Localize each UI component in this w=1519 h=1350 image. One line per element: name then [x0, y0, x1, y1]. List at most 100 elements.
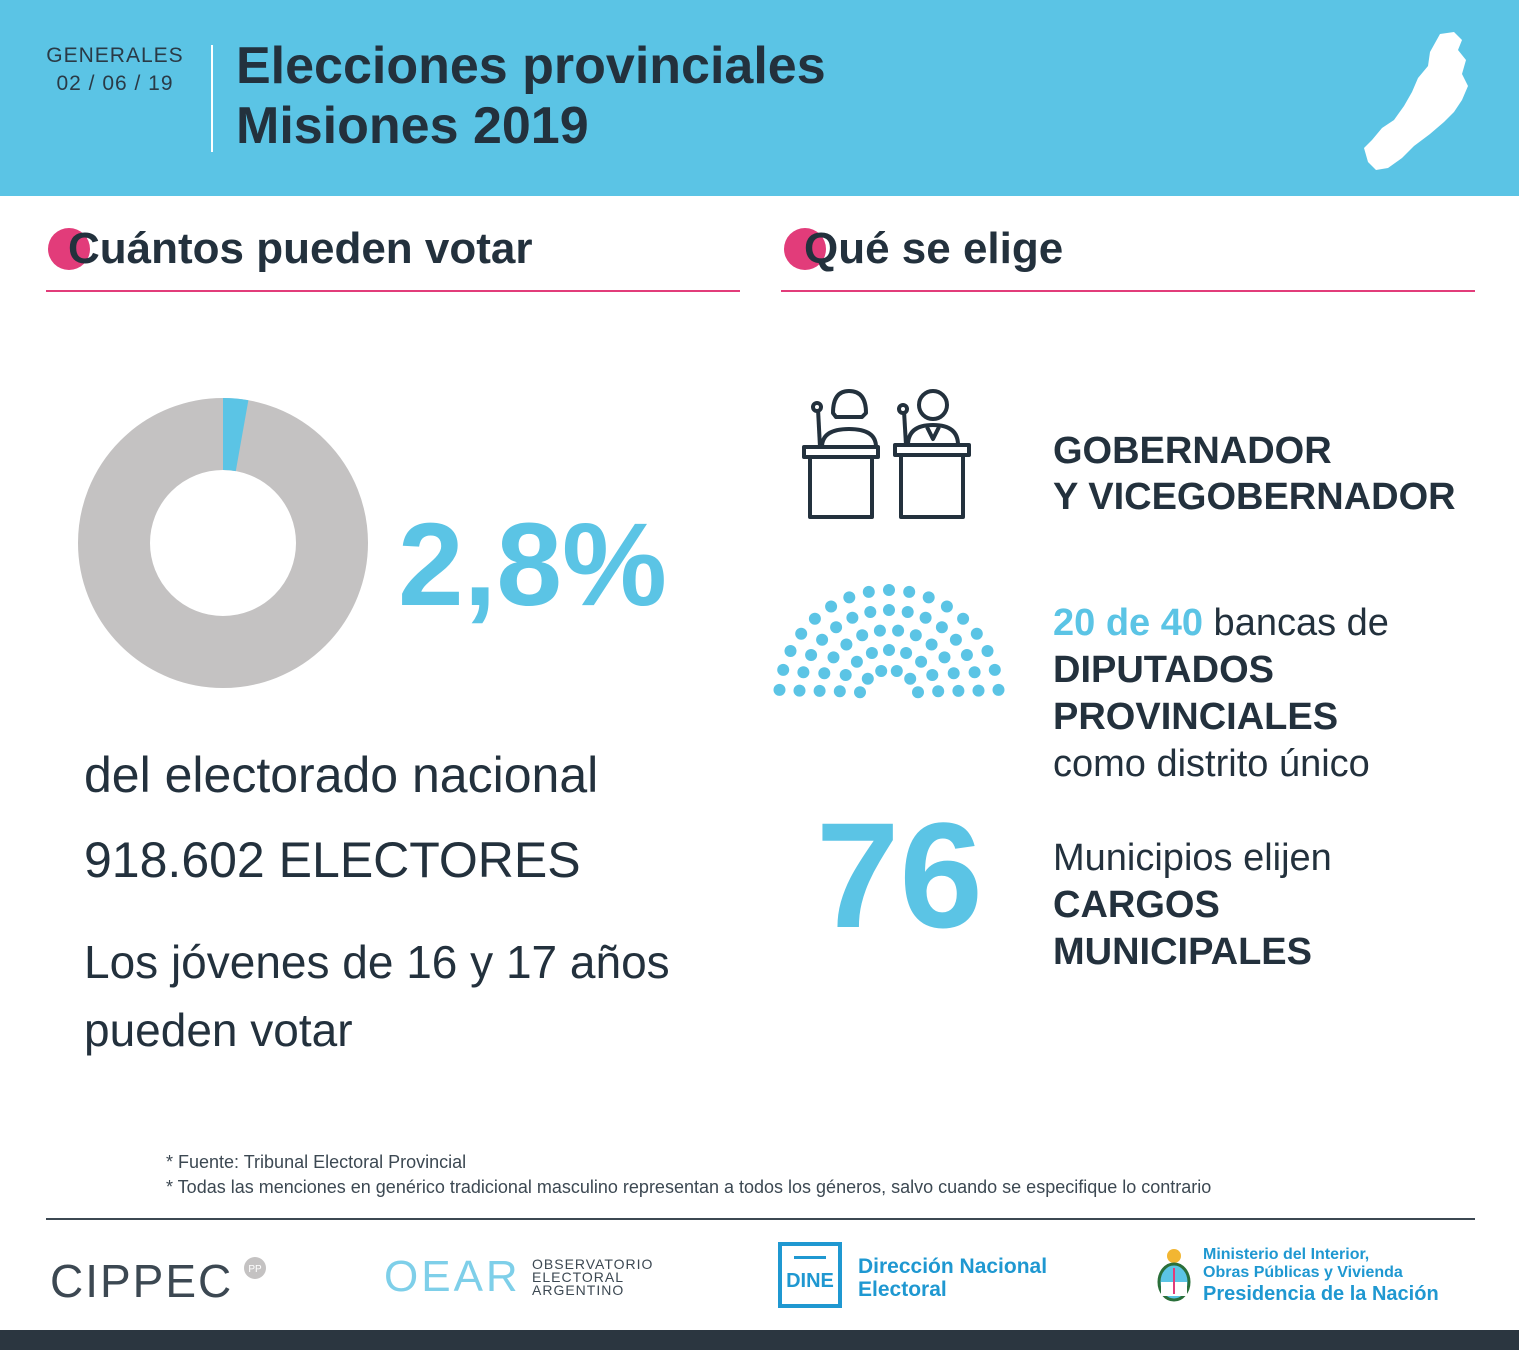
seat-dot [795, 627, 808, 640]
page-title: Elecciones provinciales Misiones 2019 [236, 36, 826, 156]
section-title-elige: Qué se elige [804, 224, 1064, 273]
oear-sub-3: ARGENTINO [532, 1282, 625, 1298]
seat-dot [856, 629, 869, 642]
municipios-line-3: MUNICIPALES [1053, 931, 1312, 973]
seat-dot [972, 684, 985, 697]
seat-dot [938, 651, 951, 664]
seat-dot [793, 684, 806, 697]
seat-dot [988, 663, 1001, 676]
seat-dot [777, 663, 790, 676]
seat-dot [840, 638, 853, 651]
seat-dot [773, 683, 786, 696]
municipios-line-1: Municipios elijen [1053, 837, 1332, 879]
electorado-text: del electorado nacional [84, 747, 599, 803]
bancas-highlight: 20 de 40 [1053, 602, 1203, 644]
donut-chart [78, 398, 368, 688]
donut-misiones-segment [223, 398, 249, 472]
title-line-2: Misiones 2019 [236, 97, 589, 155]
seat-dot [935, 621, 948, 634]
seat-dot [813, 684, 826, 697]
ministerio-name: Ministerio del Interior, Obras Públicas … [1203, 1246, 1439, 1306]
seat-dot [949, 633, 962, 646]
seat-dot [827, 651, 840, 664]
seat-dot [970, 627, 983, 640]
dine-logo-box: DINE [778, 1242, 842, 1308]
seat-dot [925, 638, 938, 651]
dine-logo-bar [794, 1256, 826, 1259]
dine-line-1: Dirección Nacional [858, 1255, 1048, 1278]
dine-logo-text: DINE [786, 1270, 834, 1292]
seat-dot [915, 655, 928, 668]
bancas-text: bancas de [1203, 602, 1389, 644]
municipios-line-2: CARGOS [1053, 884, 1220, 926]
seat-dot [960, 649, 973, 661]
gobernador-text: GOBERNADOR Y VICEGOBERNADOR [1053, 428, 1456, 520]
section-rule-left [46, 290, 740, 292]
seat-dot [901, 606, 914, 618]
podium-candidates-icon [802, 389, 971, 519]
seat-dot [850, 655, 863, 668]
seat-dot [947, 667, 960, 680]
seat-dot [940, 600, 953, 613]
jovenes-text: Los jóvenes de 16 y 17 años pueden votar [84, 928, 670, 1064]
seat-dot [883, 584, 895, 596]
seat-dot [825, 600, 838, 613]
date-block: GENERALES 02 / 06 / 19 [40, 42, 190, 98]
oear-subtitle: OBSERVATORIO ELECTORAL ARGENTINO [532, 1256, 654, 1298]
seat-dot [892, 624, 905, 637]
footnote-gender: * Todas las menciones en genérico tradic… [166, 1177, 1212, 1197]
argentina-coat-of-arms-icon [1157, 1249, 1191, 1302]
seat-dot [864, 606, 877, 618]
seat-dot [875, 665, 888, 677]
ministerio-line-3: Presidencia de la Nación [1203, 1283, 1439, 1305]
ministerio-line-1: Ministerio del Interior, [1203, 1246, 1370, 1263]
seat-dot [873, 624, 886, 637]
oear-sub-1: OBSERVATORIO [532, 1256, 654, 1272]
seat-dot [843, 591, 856, 604]
seat-dot [883, 644, 895, 656]
seat-dot [909, 629, 922, 642]
legislature-seats-icon [773, 584, 1005, 699]
seat-dot [883, 604, 895, 616]
section-bullet-dot [784, 228, 826, 270]
seat-dot [903, 585, 916, 598]
footnote-source: * Fuente: Tribunal Electoral Provincial [166, 1152, 467, 1172]
seat-dot [862, 585, 875, 598]
municipios-number: 76 [816, 791, 983, 959]
municipios-text: Municipios elijen CARGOS MUNICIPALES [1053, 835, 1332, 976]
footnotes: * Fuente: Tribunal Electoral Provincial … [166, 1150, 1211, 1200]
section-bullet-dot [48, 228, 90, 270]
seat-dot [861, 672, 874, 685]
seat-dot [952, 684, 965, 697]
seat-dot [816, 633, 829, 646]
jovenes-line-2: pueden votar [84, 1004, 353, 1056]
seat-dot [805, 649, 818, 661]
seat-dot [957, 612, 970, 625]
seat-dot [839, 669, 852, 681]
jovenes-line-1: Los jóvenes de 16 y 17 años [84, 936, 670, 988]
seat-dot [808, 612, 821, 625]
electores-label: ELECTORES [278, 832, 581, 888]
seat-dot [797, 666, 810, 679]
percent-value: 2,8% [398, 499, 667, 631]
title-line-1: Elecciones provinciales [236, 37, 826, 95]
gobernador-line-2: Y VICEGOBERNADOR [1053, 476, 1456, 518]
seat-dot [784, 645, 797, 657]
seat-dot [919, 611, 932, 624]
gobernador-line-1: GOBERNADOR [1053, 430, 1332, 472]
seat-dot [846, 611, 859, 624]
header-banner [0, 0, 1519, 196]
seat-dot [900, 647, 913, 659]
seat-dot [922, 591, 935, 604]
oear-logo: OEAR [384, 1252, 521, 1301]
dine-name: Dirección Nacional Electoral [858, 1255, 1047, 1301]
diputados-line-1: DIPUTADOS [1053, 649, 1274, 691]
bottom-bar [0, 1330, 1519, 1350]
seat-dot [981, 645, 994, 657]
seat-dot [830, 621, 843, 634]
seat-dot [854, 686, 866, 699]
seat-dot [865, 647, 878, 659]
header-divider [211, 45, 213, 152]
oear-sub-2: ELECTORAL [532, 1269, 624, 1285]
date-label: GENERALES [46, 44, 184, 67]
